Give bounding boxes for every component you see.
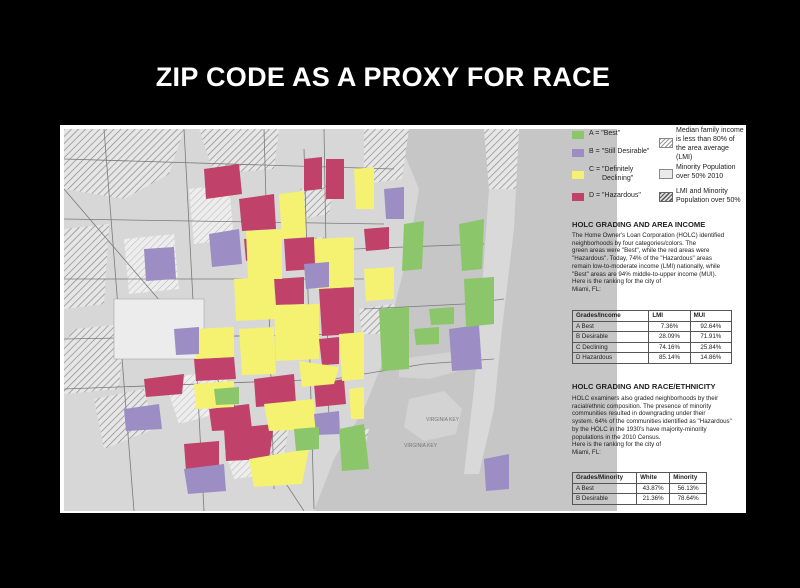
legend-best-label: A = "Best" [589,130,621,137]
table-cell: C Declining [571,341,650,353]
table-cell: 7.36% [648,320,691,332]
race-paragraph: HOLC examiners also graded neighborhoods… [572,395,744,457]
income-line: neighborhoods by four categories/colors.… [572,239,697,247]
table-row: A Best 7.36% 92.64% [571,320,733,332]
holc-best-areas [214,219,494,471]
biscayne-bay [314,129,617,511]
table-cell: B Desirable [571,493,638,505]
income-line: "Best" areas are 94% middle-to-upper inc… [572,270,717,278]
income-line: The Home Owner's Loan Corporation (HOLC)… [572,232,725,239]
table-cell: 25.84% [689,341,733,353]
table-header: Minority [669,472,707,484]
income-line: remain low-to-moderate income (LMI) nati… [572,262,721,270]
virginia-key-island [404,391,462,441]
legend-dark-hatch-swatch [659,192,673,202]
table-cell: 28.09% [648,331,691,343]
table-row: A Best 43.87% 56.13% [571,482,707,494]
table-cell: 85.14% [648,352,691,364]
holc-map: VIRGINIA KEY VIRGINIA KEY [64,129,617,511]
slide-title: ZIP CODE AS A PROXY FOR RACE [155,62,611,92]
table-cell: D Hazardous [571,352,650,364]
race-line: Miami, FL: [572,448,601,456]
holc-declining-areas [194,167,394,487]
table-cell: B Desirable [571,331,650,343]
table-cell: A Best [571,482,638,494]
legend-lmi-minority-line1: LMI and Minority [676,188,728,195]
map-label-virginia-key: VIRGINIA KEY [426,417,460,423]
table-cell: 92.64% [689,320,733,332]
legend-yellow-swatch [572,171,584,179]
table-header: MUI [689,310,733,322]
race-line: system. 64% of the communities identifie… [572,418,732,426]
table-cell: 78.64% [669,493,707,505]
income-line: Here is the ranking for the city of [572,278,662,286]
race-line: communities resulted in downgrading unde… [572,410,706,418]
income-line: Miami, FL: [572,285,601,293]
legend-red-swatch [572,193,584,201]
race-table: Grades/Minority White Minority A Best 43… [571,472,707,505]
table-cell: 56.13% [669,482,707,494]
table-row: B Desirable 28.09% 71.91% [571,331,733,343]
table-row: B Desirable 21.36% 78.64% [571,493,707,505]
legend-declining-label-2: Declining" [602,175,634,182]
table-header-row: Grades/Minority White Minority [571,472,707,484]
legend-lmi-line1: Median family income [676,127,744,134]
race-line: HOLC examiners also graded neighborhoods… [572,395,719,402]
legend-dots-swatch [659,169,673,179]
table-header: Grades/Minority [571,472,638,484]
table-cell: A Best [571,320,650,332]
legend-minority-line2: over 50% 2010 [676,173,724,180]
holc-desirable-areas [124,187,509,494]
race-line: populations in the 2010 Census. [572,433,661,441]
income-line: "Hazardous". Today, 74% of the "Hazardou… [572,255,712,263]
table-header: Grades/Income [571,310,650,322]
map-label-virginia-key-2: VIRGINIA KEY [404,443,438,449]
legend-lmi-line2: is less than 80% of [676,136,735,143]
race-line: Here is the ranking for the city of [572,441,662,449]
legend-hatch-swatch [659,138,673,148]
table-cell: 21.36% [636,493,671,505]
legend-desirable-label: B = "Still Desirable" [589,148,650,155]
legend-minority-line1: Minority Population [676,164,736,171]
legend-declining-label-1: C = "Definitely [589,166,634,173]
race-heading: HOLC GRADING AND RACE/ETHNICITY [572,382,716,391]
table-header-row: Grades/Income LMI MUI [571,310,733,322]
income-table: Grades/Income LMI MUI A Best 7.36% 92.64… [571,310,733,364]
table-header: White [636,472,671,484]
legend-purple-swatch [572,149,584,157]
income-paragraph: The Home Owner's Loan Corporation (HOLC)… [572,232,744,294]
income-heading: HOLC GRADING AND AREA INCOME [572,220,706,229]
race-line: by the HOLC in the 1930's have majority-… [572,425,707,433]
legend-hazardous-label: D = "Hazardous" [589,192,641,199]
table-header: LMI [648,310,691,322]
legend-green-swatch [572,131,584,139]
table-row: D Hazardous 85.14% 14.86% [571,352,733,364]
race-line: racial/ethnic composition. The presence … [572,402,712,410]
table-cell: 74.16% [648,341,691,353]
holc-hazardous-areas [144,157,389,471]
slide-panel: VIRGINIA KEY VIRGINIA KEY A = "Best" B =… [60,125,746,513]
legend-lmi-line3: the area average (LMI) [676,145,729,161]
table-cell: 71.91% [689,331,733,343]
table-cell: 14.86% [689,352,733,364]
legend-lmi-minority-line2: Population over 50% [676,197,741,204]
table-row: C Declining 74.16% 25.84% [571,341,733,353]
table-cell: 43.87% [636,482,671,494]
income-line: green areas were "Best", while the red a… [572,247,710,255]
